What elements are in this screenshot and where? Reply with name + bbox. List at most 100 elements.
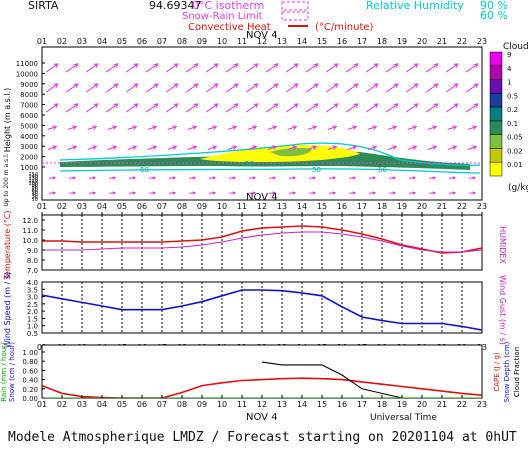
wind-arrow-2 bbox=[85, 63, 99, 73]
snow-ylabel: Snow (cm / hour) bbox=[8, 342, 16, 402]
wind-arrow-head bbox=[313, 83, 319, 88]
wind-arrow-90 bbox=[87, 145, 97, 151]
mid-hour-20: 20 bbox=[417, 202, 427, 211]
legend-rh-90: 90 % bbox=[480, 0, 508, 12]
cloud-ytick-low-label: 40 bbox=[32, 192, 38, 198]
wind-arrow-96 bbox=[207, 145, 217, 151]
wind-arrow-head bbox=[292, 125, 298, 130]
mid-hour-10: 10 bbox=[217, 202, 227, 211]
wind-arrow-107 bbox=[427, 145, 437, 151]
top-hour-16: 16 bbox=[337, 37, 347, 46]
wind-arrow-head bbox=[172, 145, 178, 150]
legend-conv-label: Convective Heat bbox=[188, 22, 271, 33]
wind-arrow-head bbox=[433, 103, 439, 108]
bottom-hour-11: 11 bbox=[237, 400, 247, 409]
top-hour-14: 14 bbox=[297, 37, 307, 46]
wind-panel-ytick-label: 1.0 bbox=[27, 323, 38, 331]
cloud-ytick-label: 4000 bbox=[20, 133, 38, 141]
cloud-panel-frame bbox=[41, 46, 483, 201]
wind-arrow-head bbox=[292, 191, 297, 195]
wind-arrow-head bbox=[93, 63, 99, 68]
top-hour-04: 04 bbox=[97, 37, 107, 46]
wind-arrow-head bbox=[52, 176, 57, 180]
bottom-hour-23: 23 bbox=[477, 400, 487, 409]
wind-arrow-head bbox=[312, 125, 318, 130]
wind-arrow-head bbox=[273, 83, 279, 88]
wind-arrow-head bbox=[452, 145, 458, 150]
top-hour-11: 11 bbox=[237, 37, 247, 46]
cloud-y-axis: 1000 2000 3000 4000 5000 6000 7000 8000 9000 1000… bbox=[16, 60, 45, 203]
top-hour-06: 06 bbox=[137, 37, 147, 46]
wind-arrow-54 bbox=[245, 103, 259, 113]
contour-label-4: 50 bbox=[378, 166, 387, 174]
mid-hour-15: 15 bbox=[317, 202, 327, 211]
colorbar-tick: 0.02 bbox=[507, 147, 523, 155]
bottom-hour-09: 09 bbox=[197, 400, 207, 409]
wind-arrow-15 bbox=[345, 63, 359, 73]
wind-arrow-head bbox=[272, 125, 278, 130]
top-hour-01: 01 bbox=[37, 37, 47, 46]
top-hour-23: 23 bbox=[477, 37, 487, 46]
wind-arrow-58 bbox=[325, 103, 339, 113]
bottom-hour-06: 06 bbox=[137, 400, 147, 409]
wind-arrow-34 bbox=[285, 83, 299, 93]
wind-arrow-109 bbox=[467, 145, 477, 151]
wind-arrow-26 bbox=[125, 83, 139, 93]
colorbar-tick: 0.01 bbox=[507, 161, 523, 169]
wind-arrow-8 bbox=[205, 63, 219, 73]
wind-arrow-head bbox=[353, 63, 359, 68]
wind-arrow-head bbox=[92, 191, 97, 195]
wind-arrow-95 bbox=[187, 145, 197, 151]
wind-arrow-head bbox=[393, 63, 399, 68]
cloud-ytick-low-label: 50 bbox=[32, 190, 38, 196]
wind-arrow-73 bbox=[187, 125, 197, 131]
station-id: 94.69347 bbox=[149, 0, 202, 12]
wind-arrow-89 bbox=[67, 145, 77, 151]
wind-arrow-head bbox=[413, 83, 419, 88]
mid-hour-14: 14 bbox=[297, 202, 307, 211]
temperature-panel-ytick-label: 8.0 bbox=[27, 257, 38, 265]
wind-arrow-head bbox=[352, 145, 358, 150]
humidex-ylabel: HUMIDEX bbox=[498, 226, 507, 264]
wind-arrow-102 bbox=[327, 145, 337, 151]
wind-arrow-head bbox=[392, 191, 397, 195]
wind-arrow-head bbox=[232, 191, 237, 195]
wind-arrow-21 bbox=[465, 63, 479, 73]
colorbar-tick: 0.5 bbox=[507, 92, 518, 100]
cloud-ytick-low-label: 10 bbox=[32, 197, 38, 203]
wind-arrow-head bbox=[232, 176, 237, 180]
wind-arrow-32 bbox=[245, 83, 259, 93]
colorbar-tick: 9 bbox=[507, 51, 511, 59]
wind-arrow-head bbox=[393, 103, 399, 108]
wind-arrow-99 bbox=[267, 145, 277, 151]
cloud-field bbox=[42, 142, 482, 174]
wind-arrow-head bbox=[452, 125, 458, 130]
wind-arrow-23 bbox=[65, 83, 79, 93]
wind-arrow-head bbox=[453, 83, 459, 88]
colorbar-tick: 0.1 bbox=[507, 120, 518, 128]
legend-rh-60: 60 % bbox=[480, 9, 508, 22]
wind-arrow-head bbox=[213, 63, 219, 68]
contour-label-1: 50 bbox=[140, 166, 149, 174]
wind-arrow-head bbox=[252, 176, 257, 180]
wind-arrow-head bbox=[213, 103, 219, 108]
rh-contour-60 bbox=[59, 168, 481, 174]
wind-arrow-head bbox=[152, 191, 157, 195]
colorbar-swatch bbox=[489, 93, 503, 108]
wind-arrow-head bbox=[472, 191, 477, 195]
wind-arrow-head bbox=[272, 145, 278, 150]
top-hour-22: 22 bbox=[457, 37, 467, 46]
wind-arrow-head bbox=[333, 63, 339, 68]
wind-arrow-head bbox=[152, 125, 158, 130]
wind-arrow-28 bbox=[165, 83, 179, 93]
wind-arrow-head bbox=[132, 176, 137, 180]
wind-arrow-head bbox=[212, 145, 218, 150]
precip-panel-ytick-label: 1.00 bbox=[22, 349, 38, 357]
precip-plot bbox=[42, 361, 482, 398]
wind-y-axis: 0.51.01.52.02.53.03.54.0 bbox=[27, 279, 45, 338]
wind-arrow-51 bbox=[185, 103, 199, 113]
precip-panel-series-cloud-fraction bbox=[261, 361, 403, 398]
cloud-ytick-label: 3000 bbox=[20, 143, 38, 151]
precip-panel-ytick-label: 0.40 bbox=[22, 377, 38, 385]
wind-arrow-head bbox=[453, 103, 459, 108]
